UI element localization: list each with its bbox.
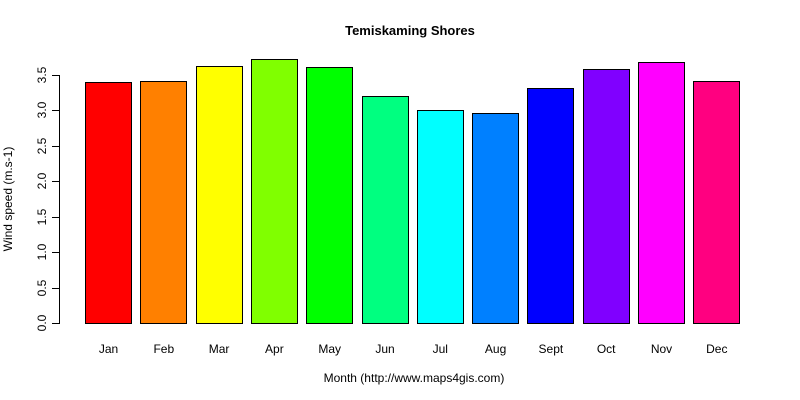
x-tick-label: Jul [432,342,448,356]
y-tick [52,181,59,182]
y-tick-label: 3.5 [35,66,49,84]
bar-jan [85,82,132,324]
bar-mar [195,65,243,324]
y-tick [52,217,59,218]
bar-sept [527,88,575,324]
y-tick-label: 2.0 [35,172,49,190]
bar-jun [361,95,409,324]
y-tick [52,252,59,253]
y-tick-label: 1.0 [35,243,49,261]
bar-dec [693,80,741,324]
y-tick [52,75,59,76]
x-tick-label: Mar [208,342,230,356]
x-tick-label: May [318,342,342,356]
bar-nov [638,62,685,324]
x-tick-label: Oct [596,342,616,356]
y-tick-label: 1.5 [35,208,49,226]
y-tick-label: 2.5 [35,137,49,155]
y-tick [52,323,59,324]
bar-apr [250,59,298,324]
x-tick-label: Jan [98,342,119,356]
x-tick-label: Jun [375,342,395,356]
y-tick-label: 0.5 [35,279,49,297]
x-tick-label: Dec [706,342,728,356]
chart-title: Temiskaming Shores [345,23,475,38]
bar-oct [582,69,630,324]
x-tick-label: Sept [538,342,564,356]
y-tick [52,110,59,111]
y-tick-label: 3.0 [35,101,49,119]
x-tick-label: Aug [484,342,507,356]
x-tick-label: Feb [153,342,175,356]
y-tick [52,146,59,147]
y-axis-label: Wind speed (m.s-1) [1,146,15,252]
x-tick-label: Nov [650,342,673,356]
y-tick-label: 0.0 [35,314,49,332]
y-tick [52,288,59,289]
bar-feb [140,80,188,324]
x-axis-label: Month (http://www.maps4gis.com) [323,371,505,385]
x-tick-label: Apr [265,342,284,356]
bar-aug [472,113,520,324]
bar-jul [416,110,464,324]
y-axis-line [59,75,60,324]
bar-may [306,67,354,324]
